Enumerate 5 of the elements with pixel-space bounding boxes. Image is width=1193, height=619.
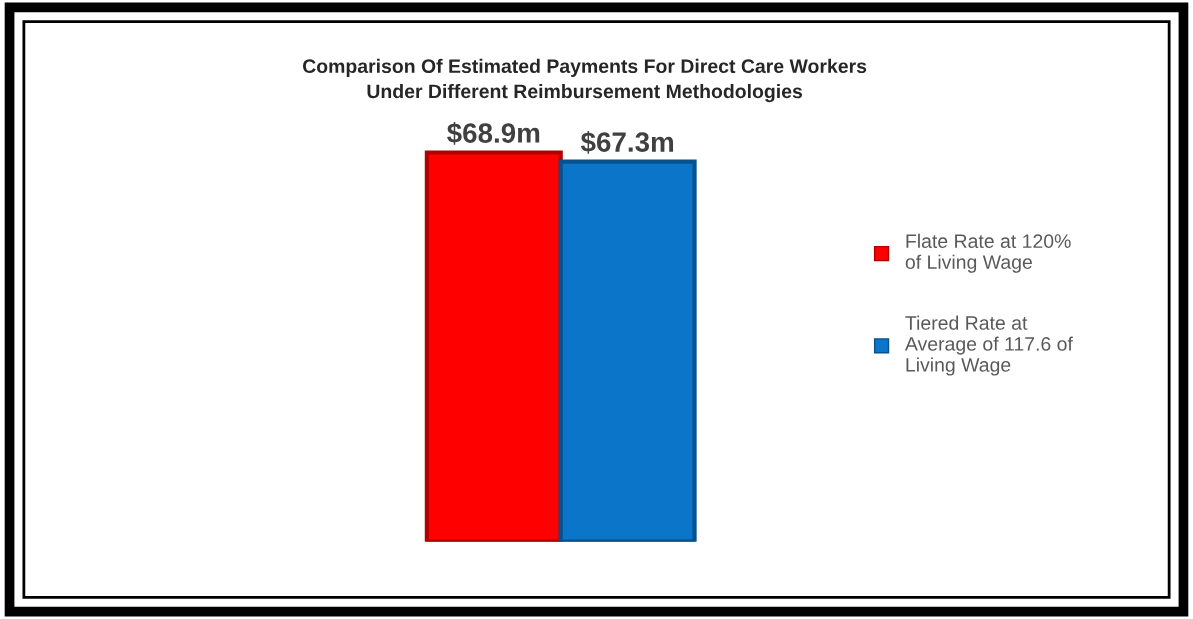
chart-title: Comparison Of Estimated Payments For Direct Care Workers Under Different Reimbursement Methodologies <box>302 58 867 103</box>
legend-label: Tiered Rate at Average of 117.6 of Living Wage <box>904 315 1073 376</box>
data-label: $68.9m <box>447 121 540 145</box>
legend-label: Flate Rate at 120% of Living Wage <box>905 233 1071 273</box>
data-label: $67.3m <box>580 131 674 154</box>
